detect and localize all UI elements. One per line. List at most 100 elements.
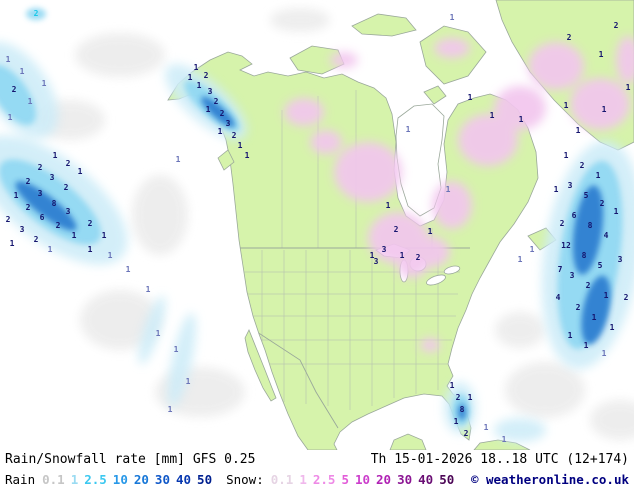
rain-layer	[0, 8, 634, 442]
precip-value: 2	[232, 131, 237, 140]
snow-scale-value: 10	[354, 472, 371, 487]
rain-scale-value: 1	[70, 472, 79, 487]
precip-value: 2	[34, 9, 39, 18]
precip-value: 1	[602, 349, 607, 358]
precip-value: 3	[618, 255, 623, 264]
precip-value: 1	[386, 201, 391, 210]
precip-value: 3	[50, 173, 55, 182]
precip-value: 1	[450, 381, 455, 390]
precip-value: 2	[567, 33, 572, 42]
precip-value: 2	[614, 21, 619, 30]
precip-value: 3	[374, 257, 379, 266]
precip-value: 1	[42, 79, 47, 88]
snow-scale-value: 2.5	[312, 472, 336, 487]
precip-value: 1	[564, 101, 569, 110]
precip-value: 2	[34, 235, 39, 244]
rain-scale: 0.1 1 2.5 10 20 30 40 50	[42, 470, 212, 490]
legend-footer: Rain/Snowfall rate [mm] GFS 0.25 Th 15-0…	[0, 450, 634, 490]
snow-layer	[284, 36, 634, 352]
precip-value: 1	[370, 251, 375, 260]
precip-value: 1	[146, 285, 151, 294]
precip-value: 2	[576, 303, 581, 312]
precip-value: 2	[64, 183, 69, 192]
rain-scale-value: 2.5	[84, 472, 107, 487]
precip-value: 1	[53, 151, 58, 160]
precip-value: 1	[174, 345, 179, 354]
map-datetime: Th 15-01-2026 18..18 UTC (12+174)	[370, 452, 629, 467]
rain-scale-value: 50	[197, 472, 213, 487]
precip-value: 2	[624, 293, 629, 302]
legend-scale-row: Rain 0.1 1 2.5 10 20 30 40 50 Snow: 0.1 1 2.5 5 10 2…	[0, 470, 634, 490]
precip-value: 5	[584, 191, 589, 200]
precip-value: 3	[226, 119, 231, 128]
rain-scale-value: 20	[133, 472, 149, 487]
lake-erie	[426, 274, 446, 286]
precip-value: 1	[584, 341, 589, 350]
precip-value: 8	[52, 199, 57, 208]
precip-value: 1	[568, 331, 573, 340]
precip-value: 2	[560, 219, 565, 228]
rain-scale-value: 30	[154, 472, 170, 487]
precip-value: 1	[400, 251, 405, 260]
snow-scale-value: 40	[418, 472, 434, 487]
map-title: Rain/Snowfall rate [mm] GFS 0.25	[5, 452, 256, 467]
precip-value: 1	[48, 245, 53, 254]
precip-value: 1	[604, 291, 609, 300]
precip-value: 1	[468, 393, 473, 402]
precip-value: 1	[484, 423, 489, 432]
precip-value: 3	[568, 181, 573, 190]
precip-value: 1	[188, 73, 193, 82]
precip-value: 2	[66, 159, 71, 168]
precip-value: 2	[88, 219, 93, 228]
precip-value: 1	[446, 185, 451, 194]
precip-value: 1	[186, 377, 191, 386]
copyright-link[interactable]: © weatheronline.co.uk	[470, 472, 629, 487]
precip-value: 2	[456, 393, 461, 402]
precip-value: 2	[204, 71, 209, 80]
precip-value: 2	[56, 221, 61, 230]
precip-value: 1	[28, 97, 33, 106]
precip-value: 1	[554, 185, 559, 194]
precip-value: 1	[490, 111, 495, 120]
precip-value: 1	[406, 125, 411, 134]
precip-value: 1	[10, 239, 15, 248]
precip-value: 1	[78, 167, 83, 176]
rain-scale-value: 0.1	[42, 472, 65, 487]
precip-value: 2	[586, 281, 591, 290]
snow-label: Snow:	[226, 472, 264, 487]
precip-value: 6	[572, 211, 577, 220]
precip-value: 1	[530, 245, 535, 254]
precip-value: 2	[600, 199, 605, 208]
precip-value: 8	[582, 251, 587, 260]
precip-value: 1	[614, 207, 619, 216]
precip-value: 1	[245, 151, 250, 160]
precip-value: 1	[126, 265, 131, 274]
rain-scale-value: 40	[175, 472, 192, 487]
precip-value: 3	[570, 271, 575, 280]
precip-value: 2	[394, 225, 399, 234]
precip-value: 1	[238, 141, 243, 150]
lake-ontario	[443, 265, 461, 275]
precip-value: 1	[156, 329, 161, 338]
precip-value: 1	[502, 435, 507, 444]
precip-value: 2	[580, 161, 585, 170]
precip-value: 8	[588, 221, 593, 230]
snow-scale-value: 20	[376, 472, 392, 487]
precip-value: 1	[168, 405, 173, 414]
snow-scale: 0.1 1 2.5 5 10 20 30 40 50	[271, 470, 455, 490]
precip-value: 4	[604, 231, 609, 240]
precip-value: 2	[464, 429, 469, 438]
precip-value: 1	[14, 191, 19, 200]
precip-value: 1	[610, 323, 615, 332]
precip-value: 3	[382, 245, 387, 254]
precip-value: 1	[596, 171, 601, 180]
precip-value: 6	[40, 213, 45, 222]
precip-value: 1	[428, 227, 433, 236]
snow-scale-value: 50	[439, 472, 455, 487]
precip-value: 2	[214, 97, 219, 106]
rain-scale-value: 10	[112, 472, 128, 487]
precip-value: 1	[519, 115, 524, 124]
